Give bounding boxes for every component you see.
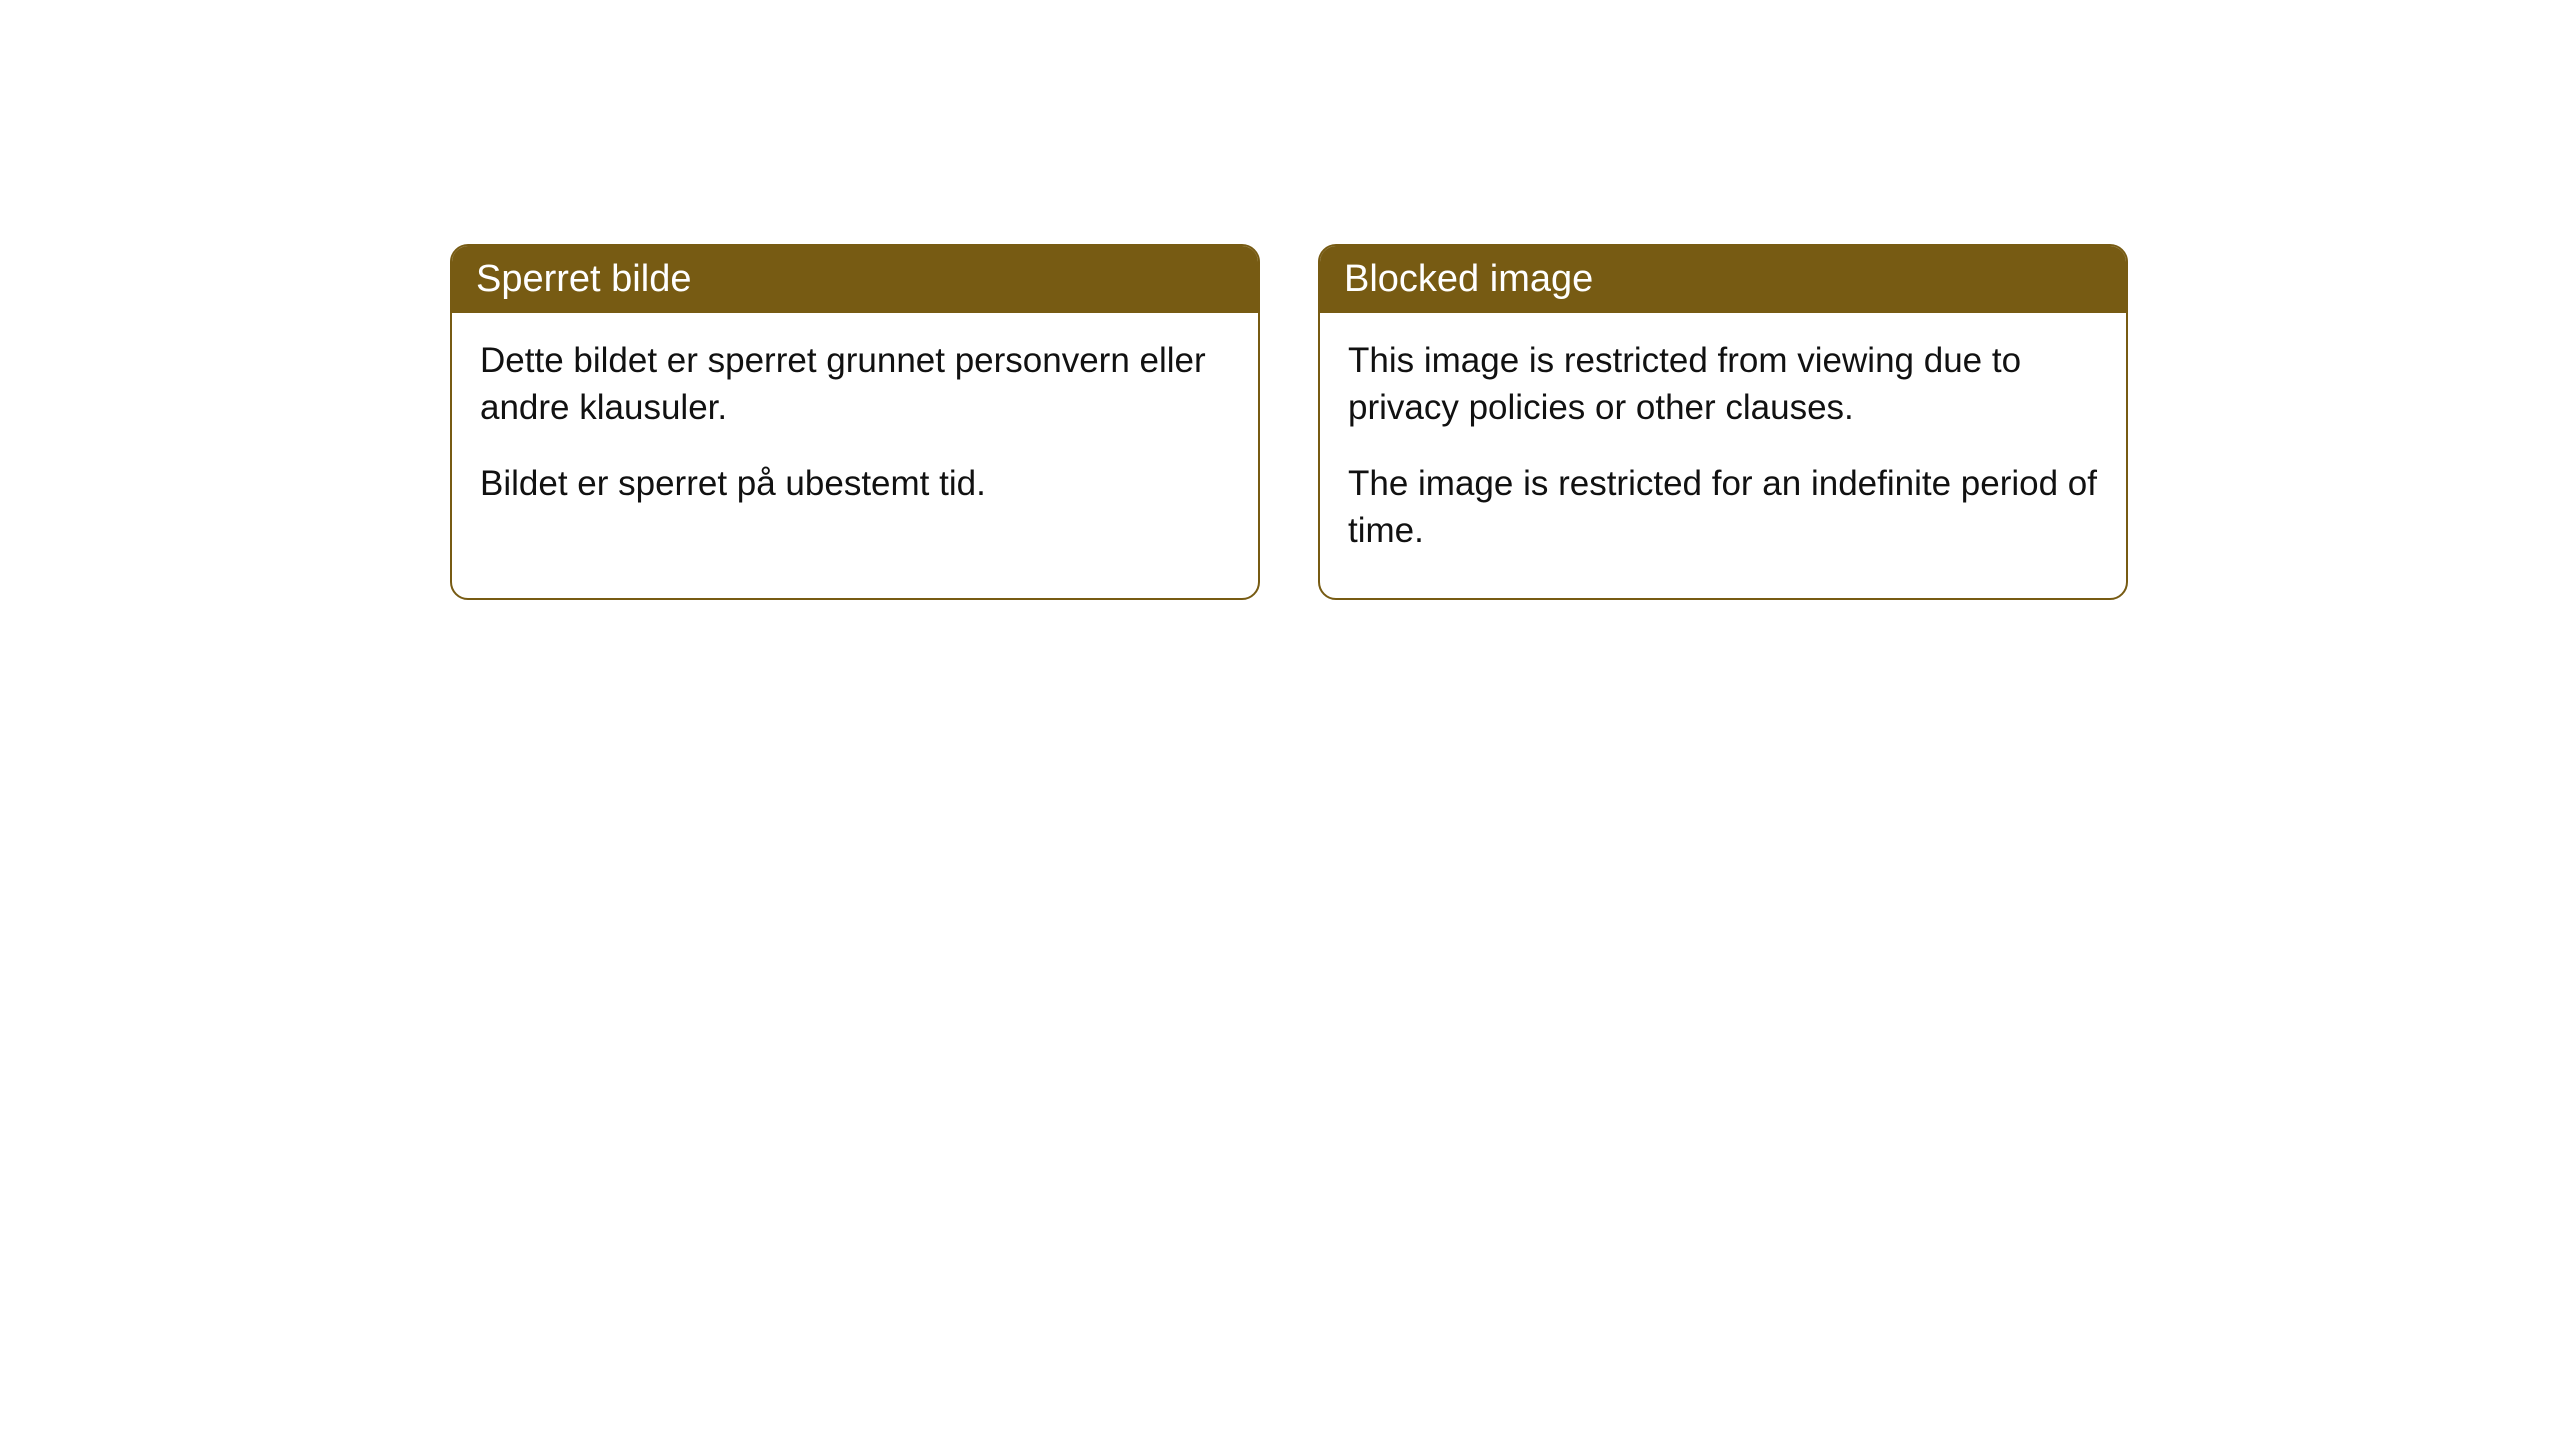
card-header-norwegian: Sperret bilde <box>452 246 1258 313</box>
card-paragraph: This image is restricted from viewing du… <box>1348 337 2098 432</box>
card-english: Blocked image This image is restricted f… <box>1318 244 2128 600</box>
card-header-english: Blocked image <box>1320 246 2126 313</box>
card-paragraph: The image is restricted for an indefinit… <box>1348 460 2098 555</box>
card-paragraph: Dette bildet er sperret grunnet personve… <box>480 337 1230 432</box>
card-paragraph: Bildet er sperret på ubestemt tid. <box>480 460 1230 507</box>
card-title: Blocked image <box>1344 258 1593 300</box>
card-norwegian: Sperret bilde Dette bildet er sperret gr… <box>450 244 1260 600</box>
card-title: Sperret bilde <box>476 258 691 300</box>
card-body-norwegian: Dette bildet er sperret grunnet personve… <box>452 313 1258 551</box>
cards-container: Sperret bilde Dette bildet er sperret gr… <box>450 244 2128 600</box>
card-body-english: This image is restricted from viewing du… <box>1320 313 2126 598</box>
